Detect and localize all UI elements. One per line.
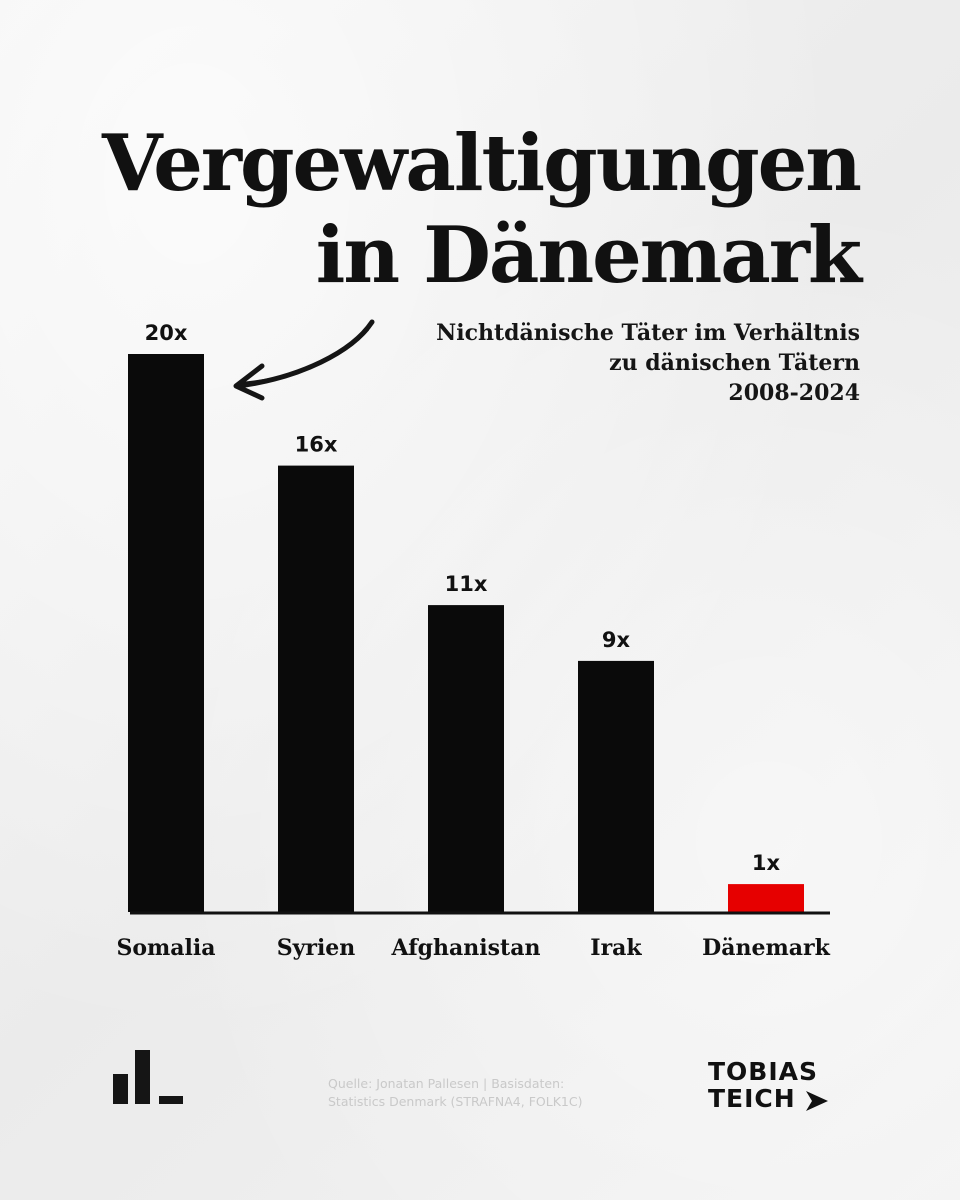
bar-dänemark <box>728 884 804 912</box>
title-line-2: in Dänemark <box>315 210 862 301</box>
value-label-afghanistan: 11x <box>445 572 488 596</box>
bar-chart-logo-icon <box>113 1050 185 1104</box>
brand-logo: TOBIAS TEICH <box>708 1058 818 1112</box>
brand-line-1: TOBIAS <box>708 1057 819 1086</box>
value-label-irak: 9x <box>602 628 631 652</box>
title-line-1: Vergewaltigungen <box>101 118 862 209</box>
category-label-somalia: Somalia <box>116 935 215 961</box>
source-line-1: Quelle: Jonatan Pallesen | Basisdaten: <box>328 1076 565 1091</box>
subtitle-line-2: zu dänischen Tätern <box>609 350 860 376</box>
category-label-afghanistan: Afghanistan <box>391 935 541 961</box>
source-note: Quelle: Jonatan Pallesen | Basisdaten: S… <box>328 1075 588 1111</box>
subtitle-line-1: Nichtdänische Täter im Verhältnis <box>436 320 860 346</box>
category-label-irak: Irak <box>590 935 642 961</box>
bar-irak <box>578 660 654 912</box>
brand-line-2: TEICH <box>708 1084 796 1113</box>
subtitle-line-3: 2008-2024 <box>728 380 860 406</box>
chart-subtitle: Nichtdänische Täter im Verhältnis zu dän… <box>380 318 860 408</box>
source-line-2: Statistics Denmark (STRAFNA4, FOLK1C) <box>328 1094 583 1109</box>
arrow-right-icon <box>806 1091 828 1111</box>
bar-somalia <box>128 354 204 912</box>
chart-title: Vergewaltigungen in Dänemark <box>80 118 862 302</box>
bar-afghanistan <box>428 605 504 912</box>
value-label-dänemark: 1x <box>752 851 781 875</box>
annotation-arrow-icon <box>233 319 375 401</box>
category-label-syrien: Syrien <box>277 935 356 961</box>
value-label-somalia: 20x <box>145 321 188 345</box>
bar-syrien <box>278 465 354 912</box>
value-label-syrien: 16x <box>295 433 338 457</box>
category-label-dänemark: Dänemark <box>702 935 830 961</box>
